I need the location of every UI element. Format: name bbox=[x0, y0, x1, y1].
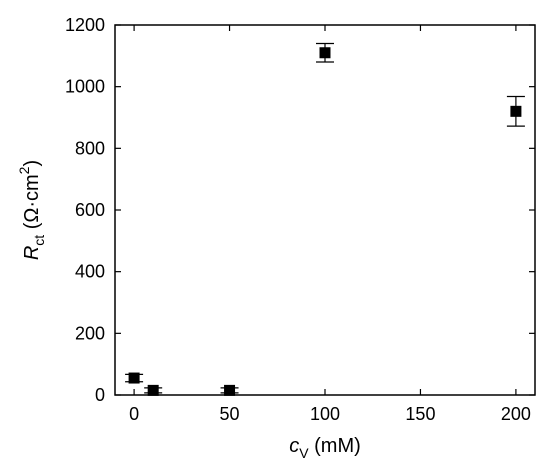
data-point bbox=[220, 384, 239, 396]
x-tick-label: 200 bbox=[501, 404, 531, 424]
y-axis-unit-sup: 2 bbox=[16, 166, 32, 174]
y-tick-label: 600 bbox=[75, 200, 105, 220]
square-marker bbox=[224, 384, 236, 396]
data-points bbox=[125, 42, 525, 396]
x-axis-var: c bbox=[289, 435, 299, 457]
y-tick-label: 400 bbox=[75, 262, 105, 282]
square-marker bbox=[319, 47, 331, 59]
square-marker bbox=[128, 372, 140, 384]
x-axis-unit: (mM) bbox=[309, 435, 361, 457]
y-tick-label: 1200 bbox=[65, 15, 105, 35]
x-axis-label: cV (mM) bbox=[289, 435, 361, 461]
y-axis-unit-pre: (Ω·cm bbox=[21, 174, 43, 235]
y-axis-var: R bbox=[21, 246, 43, 260]
x-axis-sub: V bbox=[299, 445, 309, 461]
x-tick-label: 50 bbox=[220, 404, 240, 424]
y-tick-label: 0 bbox=[95, 385, 105, 405]
y-tick-label: 800 bbox=[75, 138, 105, 158]
plot-frame bbox=[114, 24, 536, 396]
y-tick-label: 200 bbox=[75, 323, 105, 343]
square-marker bbox=[510, 105, 522, 117]
data-point bbox=[144, 384, 163, 396]
data-point bbox=[125, 372, 144, 384]
data-point bbox=[316, 42, 334, 63]
x-tick-label: 0 bbox=[129, 404, 139, 424]
x-tick-label: 150 bbox=[405, 404, 435, 424]
y-axis-sub: ct bbox=[31, 235, 47, 246]
axis-ticks: 0 50 100 150 200 0 200 400 600 800 1000 1200 bbox=[65, 15, 535, 424]
y-tick-label: 1000 bbox=[65, 77, 105, 97]
y-axis-unit-post: ) bbox=[21, 160, 43, 167]
square-marker bbox=[147, 384, 159, 396]
x-tick-label: 100 bbox=[310, 404, 340, 424]
data-point bbox=[506, 95, 525, 127]
y-axis-label: Rct (Ω·cm2) bbox=[16, 160, 47, 260]
